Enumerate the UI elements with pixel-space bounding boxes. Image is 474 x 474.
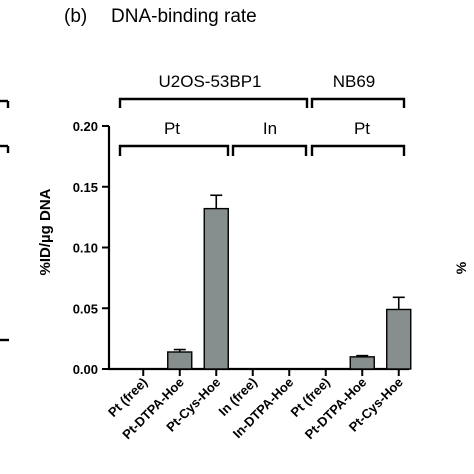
bars [167, 194, 412, 370]
cell-line-brackets [118, 97, 406, 108]
bar [349, 356, 375, 370]
element-brackets [118, 144, 406, 156]
left-panel-remnant [0, 99, 10, 342]
y-tick-label: 0.20 [73, 119, 98, 134]
y-ticks: 0.00 0.05 0.10 0.15 0.20 [73, 119, 109, 377]
element-label-in: In [263, 119, 277, 138]
cell-line-label-u2os: U2OS-53BP1 [159, 72, 262, 91]
y-tick-label: 0.15 [73, 180, 98, 195]
y-tick-label: 0.05 [73, 301, 98, 316]
y-tick-label: 0.00 [73, 362, 98, 377]
cell-line-label-nb69: NB69 [333, 72, 376, 91]
element-label-pt-2: Pt [354, 119, 370, 138]
bar [167, 351, 193, 370]
right-panel-remnant-label: % [453, 261, 469, 274]
panel-label: (b) [64, 6, 87, 27]
bar [203, 207, 229, 370]
chart-title: DNA-binding rate [111, 6, 257, 27]
bar [386, 308, 412, 370]
y-tick-label: 0.10 [73, 241, 98, 256]
element-label-pt-1: Pt [164, 119, 180, 138]
y-axis-label: %ID/µg DNA [37, 188, 54, 275]
